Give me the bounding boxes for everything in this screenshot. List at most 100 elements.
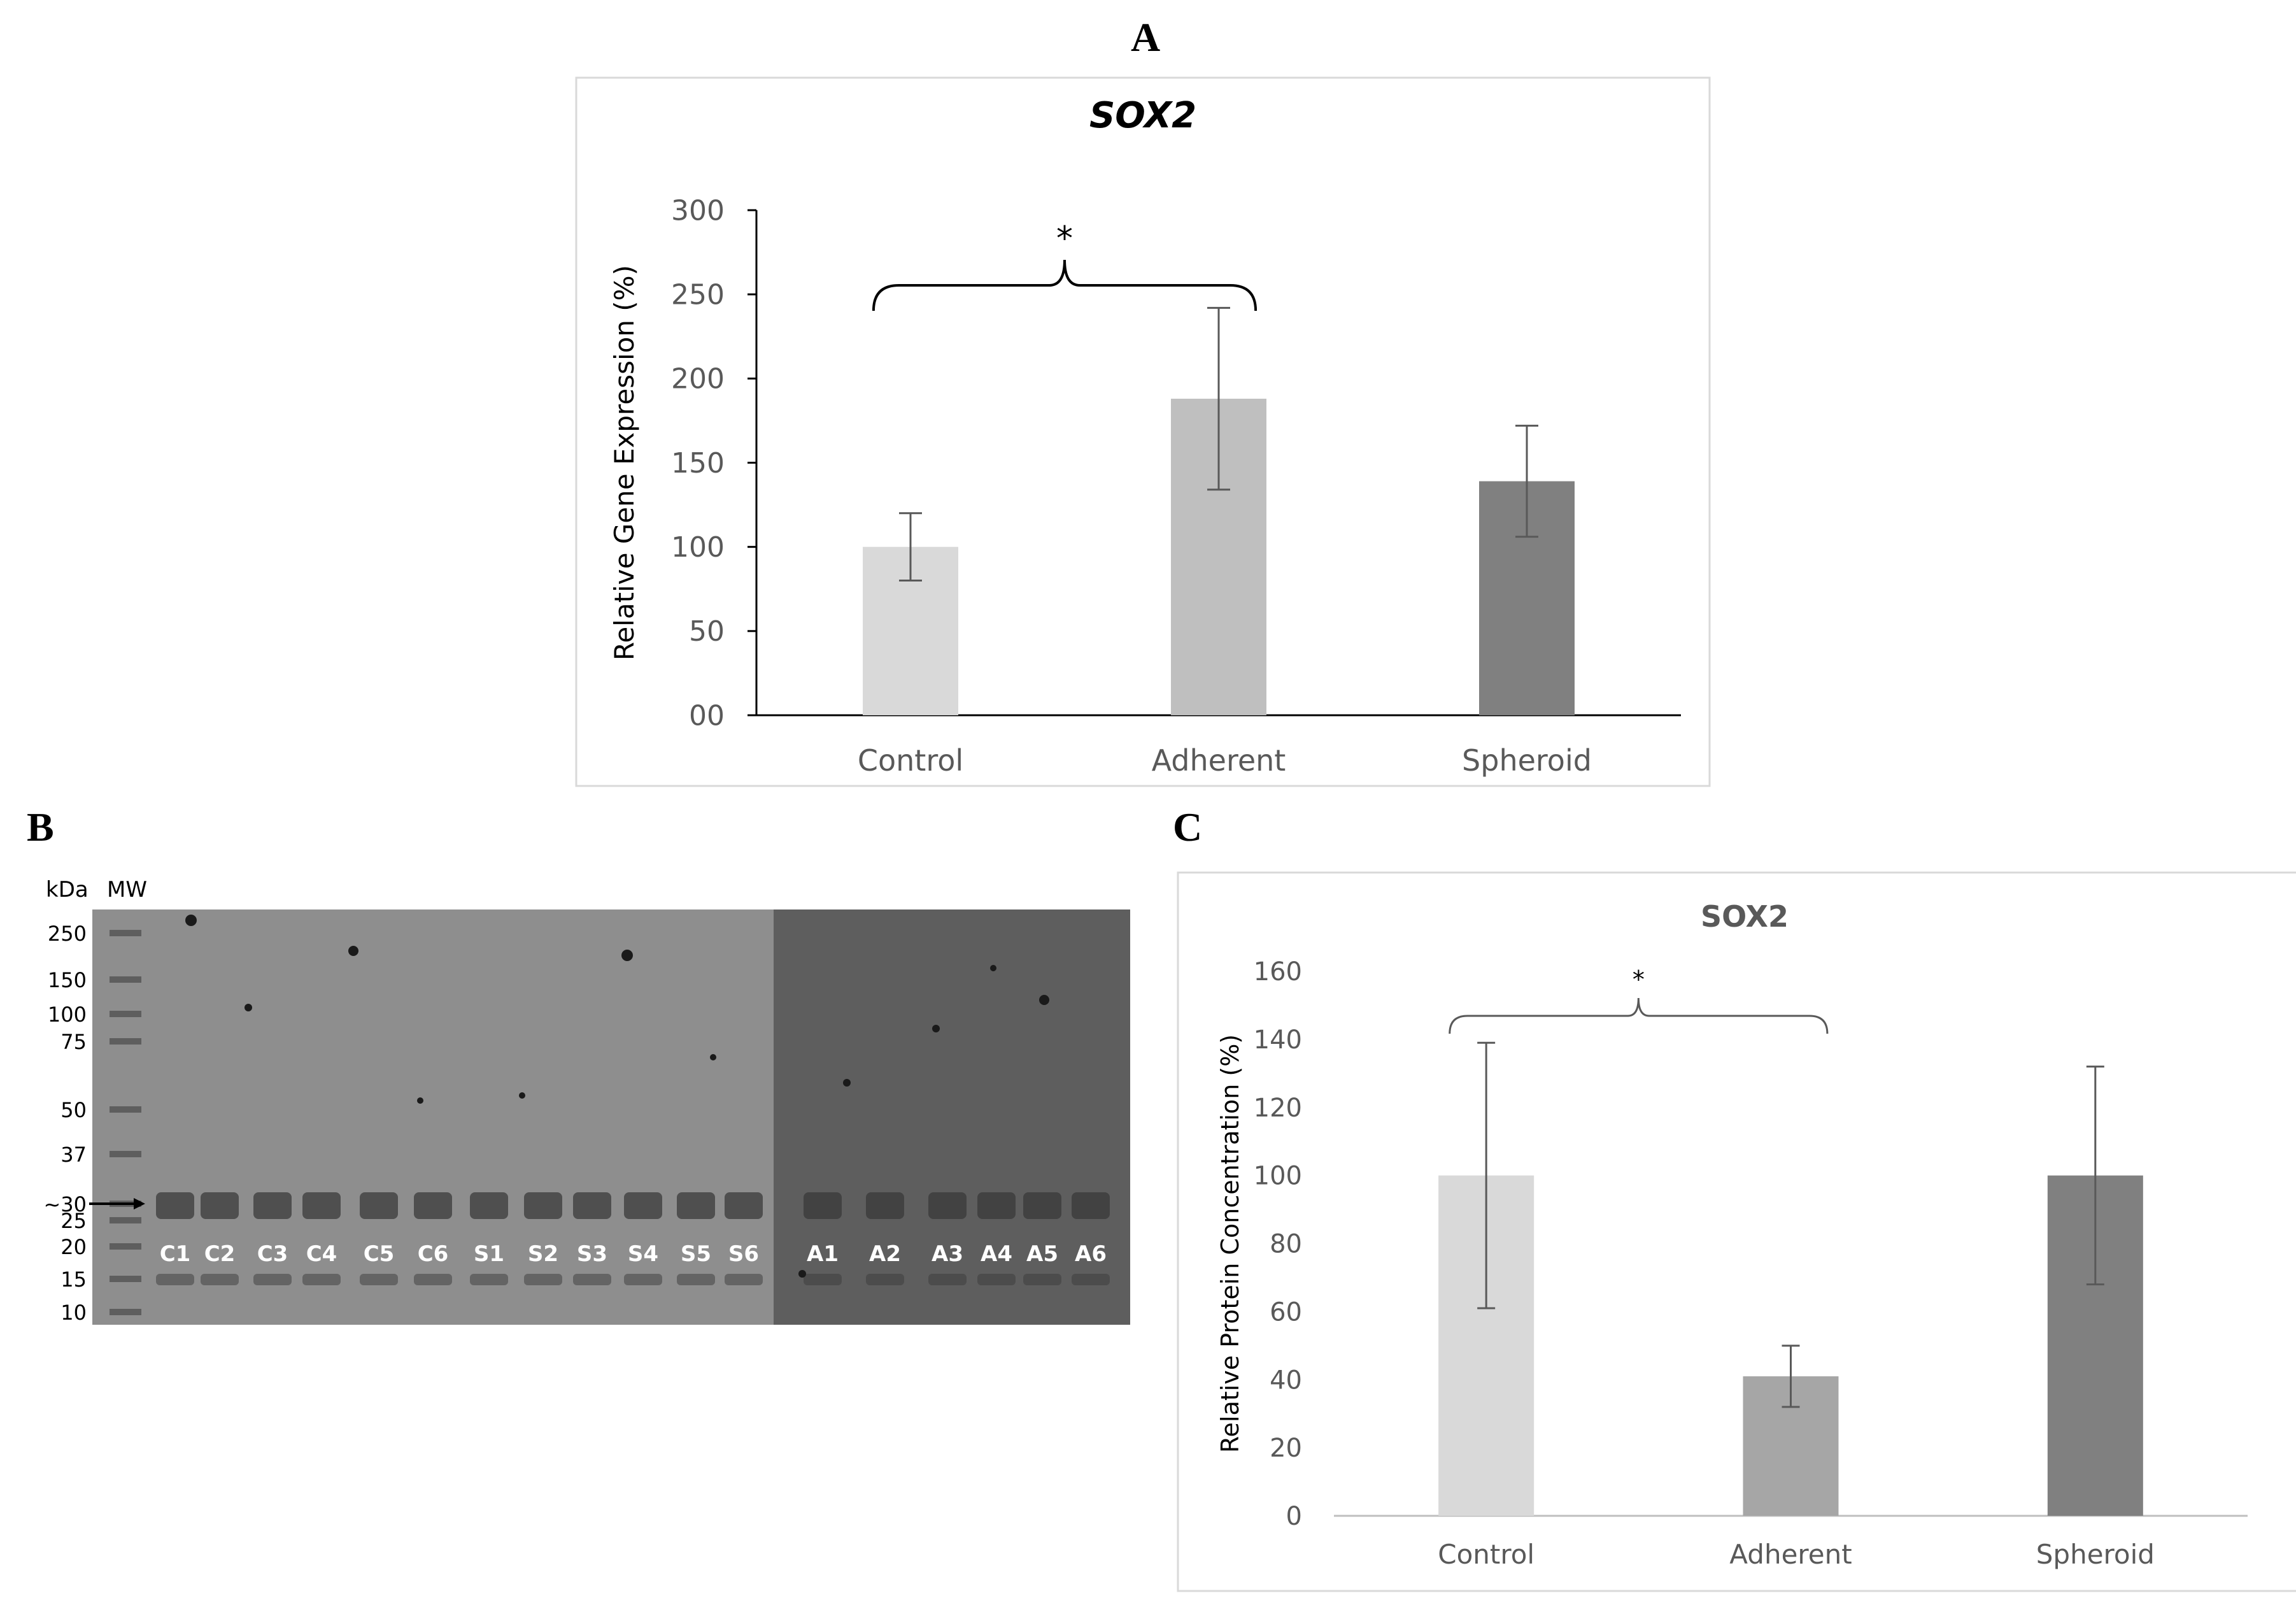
mw-header: MW (107, 877, 147, 902)
band-30kda (977, 1192, 1016, 1219)
chart-title: SOX2 (1089, 95, 1196, 136)
mw-marker-label: ~30 (43, 1192, 87, 1216)
band-15kda (928, 1274, 967, 1285)
western-blot-panel: kDa MW 250 150 100 75 50 37 ~30 25 20 15 10 C1 C2 C3 C4 C… (0, 866, 1146, 1350)
ladder-band (110, 1106, 141, 1113)
band-15kda (414, 1274, 452, 1285)
y-tick-label: 200 (671, 363, 725, 396)
bar-adherent (1171, 399, 1266, 715)
band-30kda (201, 1192, 239, 1219)
y-tick-label: 50 (689, 615, 725, 648)
band-15kda (360, 1274, 398, 1285)
gel-speckle (185, 915, 197, 926)
band-15kda (156, 1274, 194, 1285)
gel-speckle (990, 965, 996, 971)
lane-label: A2 (869, 1241, 901, 1267)
chart-a: SOX2 00 50 100 150 200 250 300 Relative Gene Exp… (575, 76, 1711, 787)
y-tick-label: 00 (689, 699, 725, 732)
y-tick-label: 150 (671, 447, 725, 480)
lane-label: A3 (932, 1241, 963, 1267)
lane-label: C5 (364, 1241, 395, 1267)
ladder-band (110, 1217, 141, 1223)
arrow-head (134, 1198, 145, 1209)
y-axis-label: Relative Protein Concentration (%) (1216, 1034, 1244, 1453)
lane-label: C3 (257, 1241, 288, 1267)
lane-label: S5 (681, 1241, 711, 1267)
mw-marker-label: 25 (60, 1209, 87, 1233)
lane-label: C4 (306, 1241, 337, 1267)
band-30kda (524, 1192, 562, 1219)
gel-speckle (519, 1092, 525, 1099)
band-15kda (524, 1274, 562, 1285)
y-axis-label: Relative Gene Expression (%) (609, 265, 640, 660)
significance-bracket (1449, 997, 1829, 1034)
ladder-band (110, 1309, 141, 1315)
y-tick-label: 100 (1254, 1162, 1302, 1191)
gel-left-section (92, 909, 774, 1325)
lane-label: C6 (418, 1241, 449, 1267)
mw-marker-label: 50 (60, 1098, 87, 1122)
x-category-label: Control (858, 743, 963, 778)
y-tick-label: 20 (1270, 1434, 1302, 1463)
band-30kda (1023, 1192, 1061, 1219)
chart-frame (1177, 871, 2296, 1592)
band-15kda (977, 1274, 1016, 1285)
y-tick-label: 160 (1254, 957, 1302, 987)
band-30kda (624, 1192, 662, 1219)
panel-letter-a: A (1131, 15, 1161, 60)
panel-letter-b: B (27, 804, 54, 850)
bar-control (863, 546, 958, 715)
x-category-label: Adherent (1152, 743, 1286, 778)
band-15kda (1072, 1274, 1110, 1285)
chart-title: SOX2 (1701, 899, 1789, 934)
gel-speckle (843, 1079, 851, 1087)
lane-label: S1 (474, 1241, 504, 1267)
ladder-band (110, 976, 141, 983)
mw-marker-label: 250 (48, 922, 87, 946)
bar-adherent (1743, 1376, 1839, 1516)
mw-marker-label: 15 (60, 1267, 87, 1292)
gel-speckle (621, 950, 633, 961)
band-30kda (414, 1192, 452, 1219)
lane-label: A4 (981, 1241, 1012, 1267)
band-30kda (677, 1192, 715, 1219)
significance-star: * (1056, 220, 1073, 258)
lane-label: S3 (577, 1241, 607, 1267)
gel-speckle (417, 1097, 423, 1104)
gel-speckle (348, 946, 358, 956)
band-30kda (725, 1192, 763, 1219)
x-category-label: Control (1438, 1539, 1534, 1570)
lane-label: A1 (807, 1241, 839, 1267)
lane-label: C1 (160, 1241, 191, 1267)
band-15kda (677, 1274, 715, 1285)
band-15kda (302, 1274, 341, 1285)
chart-frame (575, 76, 1711, 787)
chart-c: SOX2 0 20 40 60 80 100 120 140 160 Relative Protei… (1177, 871, 2296, 1592)
ladder-band (110, 1276, 141, 1282)
band-15kda (1023, 1274, 1061, 1285)
significance-star: * (1633, 966, 1645, 994)
ladder-band (110, 1243, 141, 1250)
bar-control (1438, 1175, 1534, 1516)
gel-right-section (774, 909, 1130, 1325)
y-tick-label: 40 (1270, 1366, 1302, 1395)
band-30kda (360, 1192, 398, 1219)
gel-speckle (932, 1025, 940, 1032)
band-15kda (725, 1274, 763, 1285)
y-tick-label: 300 (671, 194, 725, 227)
gel-speckle (1039, 995, 1049, 1005)
lane-label: S2 (528, 1241, 558, 1267)
band-15kda (470, 1274, 508, 1285)
band-30kda (470, 1192, 508, 1219)
gel-speckle (710, 1054, 716, 1060)
band-30kda (302, 1192, 341, 1219)
bar-spheroid (1479, 481, 1575, 715)
ladder-band (110, 1011, 141, 1017)
lane-label: A5 (1026, 1241, 1058, 1267)
y-tick-label: 250 (671, 279, 725, 311)
lane-label: C2 (204, 1241, 236, 1267)
mw-marker-label: 20 (60, 1235, 87, 1259)
lane-label: A6 (1075, 1241, 1107, 1267)
